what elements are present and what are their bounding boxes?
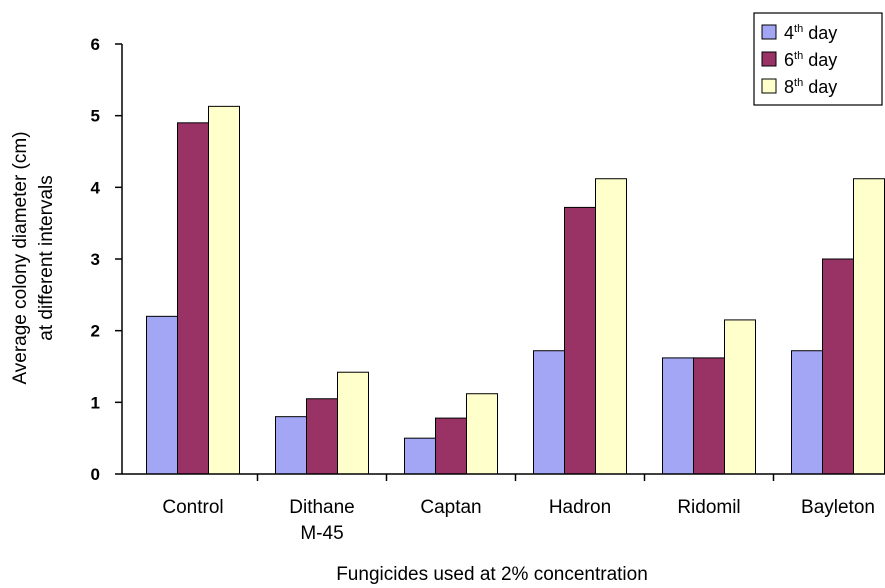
bar <box>275 416 307 475</box>
bar <box>404 437 436 475</box>
x-categories-group: Control Dithane M-45 Captan Hadron Ridomil Bay… <box>162 474 875 544</box>
x-category-label: Dithane <box>289 497 355 518</box>
legend-label: 4th day <box>784 23 837 43</box>
bar <box>693 357 725 475</box>
bar <box>853 178 885 475</box>
bar <box>435 417 467 475</box>
legend-label-superscript: th <box>794 50 803 62</box>
legend-label-suffix: day <box>803 77 837 97</box>
x-category-label: Ridomil <box>677 497 740 518</box>
y-tick-label: 0 <box>91 465 100 484</box>
legend-label-number: 8 <box>784 77 794 97</box>
bar <box>146 315 178 475</box>
y-ticks-group: 0 1 2 3 4 5 6 <box>91 35 122 484</box>
legend-label-superscript: th <box>794 23 803 35</box>
legend-label: 8th day <box>784 77 837 97</box>
x-category-label: Captan <box>420 497 481 518</box>
bar <box>466 393 498 475</box>
legend-label-suffix: day <box>803 50 837 70</box>
bar <box>662 357 694 475</box>
bar <box>822 258 854 475</box>
bar <box>724 319 756 475</box>
legend-label-suffix: day <box>803 23 837 43</box>
y-tick-label: 5 <box>91 107 100 126</box>
bar <box>533 350 565 475</box>
x-category-label: Bayleton <box>801 497 875 518</box>
legend-swatch <box>761 78 777 94</box>
x-category-label: Hadron <box>549 497 611 518</box>
bar <box>208 105 240 475</box>
bar <box>337 371 369 475</box>
bar <box>595 178 627 475</box>
legend-swatch <box>761 24 777 40</box>
y-tick-label: 4 <box>91 178 101 197</box>
x-category-label: M-45 <box>300 523 343 544</box>
bar <box>791 350 823 475</box>
y-tick-label: 1 <box>91 393 100 412</box>
legend-label-number: 4 <box>784 23 794 43</box>
bar <box>306 398 338 475</box>
y-axis-title-line-1: Average colony diameter (cm) <box>10 131 31 384</box>
legend-label-superscript: th <box>794 77 803 89</box>
legend-swatch <box>761 51 777 67</box>
y-axis-title-line-2: at different intervals <box>36 175 57 340</box>
y-tick-label: 2 <box>91 322 100 341</box>
legend-label: 6th day <box>784 50 837 70</box>
y-tick-label: 6 <box>91 35 100 54</box>
x-axis-title: Fungicides used at 2% concentration <box>336 564 648 585</box>
bars-group <box>146 105 885 475</box>
bar <box>177 122 209 475</box>
legend-label-number: 6 <box>784 50 794 70</box>
y-axis-title: Average colony diameter (cm) at differen… <box>10 131 57 384</box>
y-tick-label: 3 <box>91 250 100 269</box>
x-category-label: Control <box>162 497 223 518</box>
bar <box>564 206 596 475</box>
